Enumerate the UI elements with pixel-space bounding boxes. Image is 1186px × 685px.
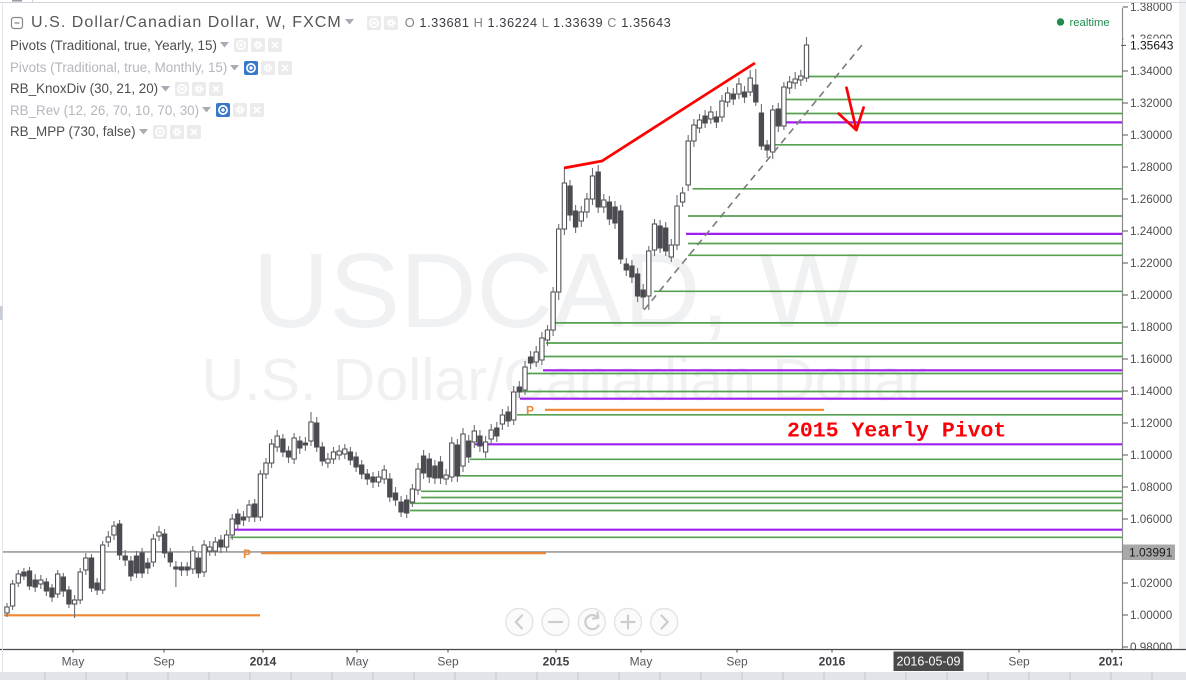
svg-text:1.18000: 1.18000	[1130, 321, 1173, 334]
svg-text:2016: 2016	[819, 655, 846, 669]
svg-text:1.34000: 1.34000	[1130, 65, 1173, 78]
svg-text:May: May	[346, 655, 369, 669]
svg-text:P: P	[526, 404, 534, 418]
svg-text:May: May	[62, 655, 85, 669]
svg-text:2017: 2017	[1099, 655, 1126, 669]
svg-text:1.06000: 1.06000	[1130, 513, 1173, 526]
svg-text:Sep: Sep	[1008, 655, 1030, 669]
svg-text:1.10000: 1.10000	[1130, 449, 1173, 462]
svg-text:1.03991: 1.03991	[1129, 546, 1173, 560]
svg-text:2014: 2014	[250, 655, 277, 669]
svg-text:1.24000: 1.24000	[1130, 225, 1173, 238]
svg-text:1.16000: 1.16000	[1130, 353, 1173, 366]
svg-text:1.02000: 1.02000	[1130, 577, 1173, 590]
svg-text:1.28000: 1.28000	[1130, 161, 1173, 174]
svg-text:1.35643: 1.35643	[1130, 39, 1174, 53]
svg-text:Sep: Sep	[437, 655, 459, 669]
svg-text:1.08000: 1.08000	[1130, 481, 1173, 494]
svg-text:May: May	[630, 655, 653, 669]
svg-text:P: P	[243, 547, 251, 561]
svg-text:2015 Yearly Pivot: 2015 Yearly Pivot	[787, 420, 1006, 444]
svg-text:1.26000: 1.26000	[1130, 193, 1173, 206]
svg-text:1.14000: 1.14000	[1130, 385, 1173, 398]
svg-text:2015: 2015	[543, 655, 570, 669]
svg-text:1.32000: 1.32000	[1130, 97, 1173, 110]
svg-text:realtime: realtime	[1070, 17, 1110, 29]
svg-text:1.20000: 1.20000	[1130, 289, 1173, 302]
svg-text:1.00000: 1.00000	[1130, 609, 1173, 622]
svg-text:Sep: Sep	[726, 655, 748, 669]
svg-text:2016-05-09: 2016-05-09	[897, 655, 961, 669]
svg-text:1.12000: 1.12000	[1130, 417, 1173, 430]
svg-text:Sep: Sep	[153, 655, 175, 669]
svg-text:1.38000: 1.38000	[1130, 1, 1173, 14]
svg-text:1.22000: 1.22000	[1130, 257, 1173, 270]
svg-text:1.30000: 1.30000	[1130, 129, 1173, 142]
